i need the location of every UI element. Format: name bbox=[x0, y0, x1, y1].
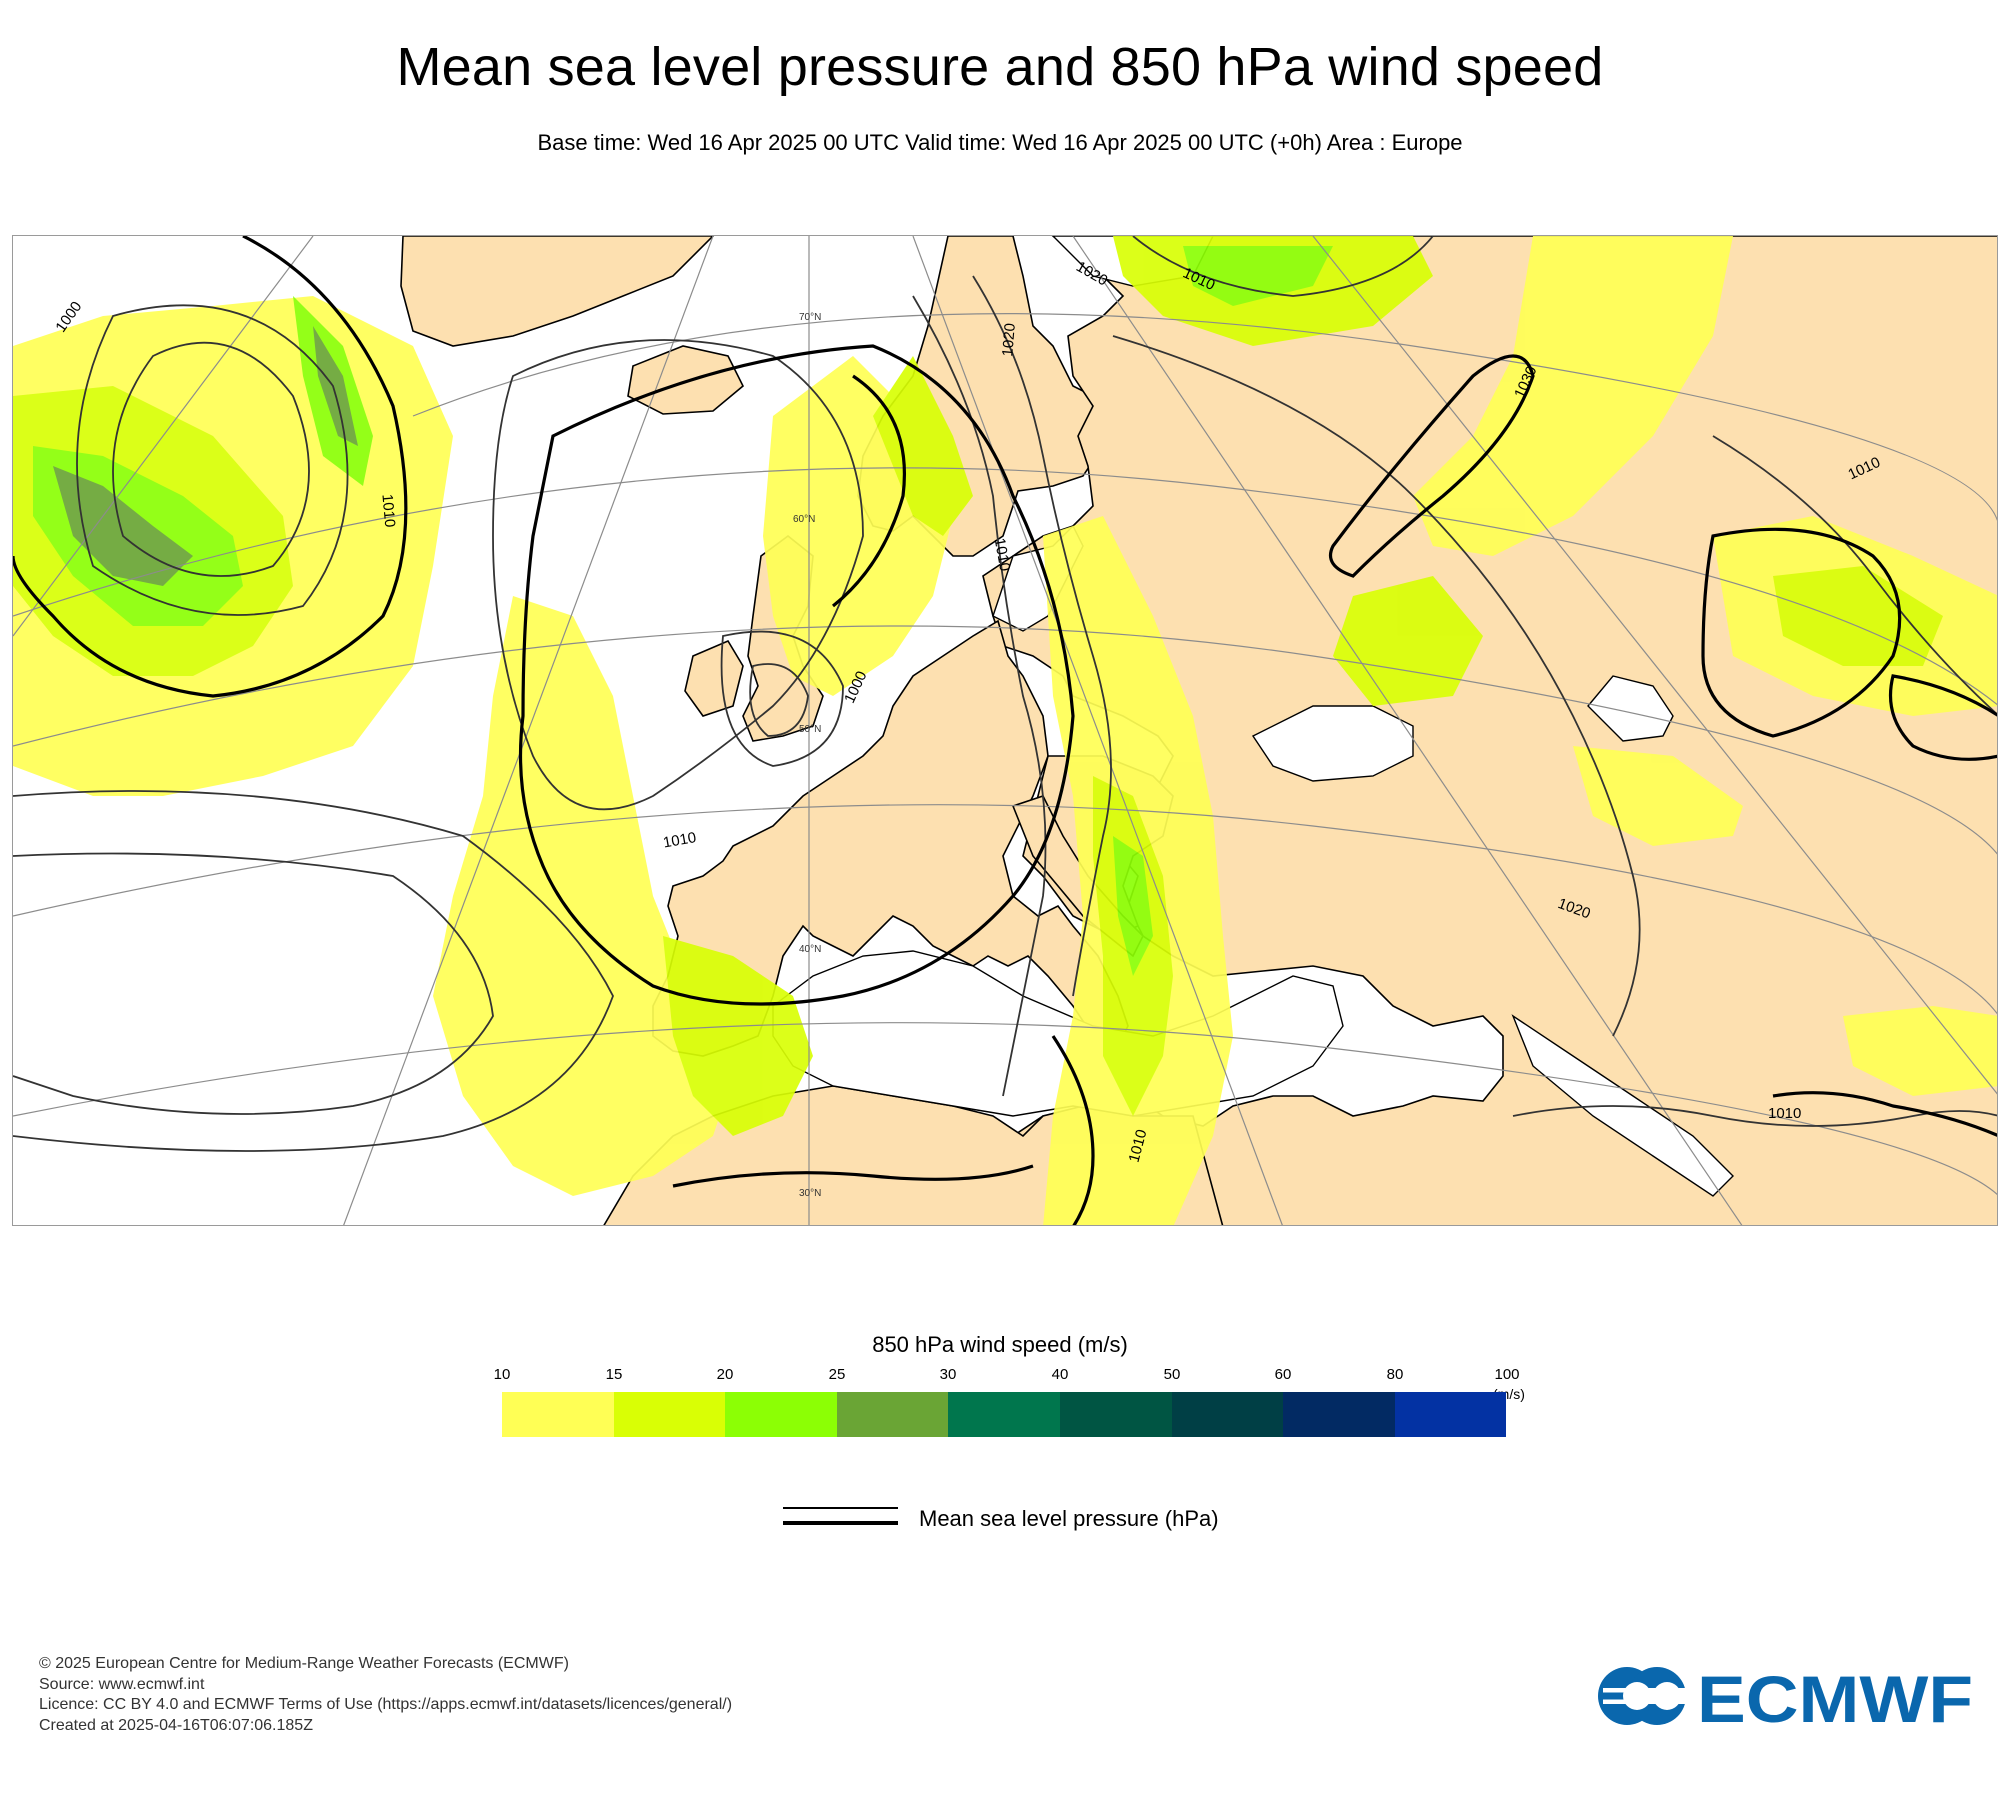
parallel-30n bbox=[13, 1022, 1997, 1196]
isobar-low-inner bbox=[112, 341, 310, 577]
colorbar-swatch bbox=[1283, 1392, 1395, 1437]
wind-band-russia bbox=[1413, 236, 1733, 556]
wind-band-arctic-max bbox=[1183, 246, 1333, 306]
isobar-1020-east bbox=[1701, 527, 1902, 738]
meridian-40w bbox=[13, 236, 314, 637]
wind-colorbar bbox=[502, 1392, 1507, 1437]
meridian-40e bbox=[1072, 236, 1743, 1225]
isobar-1030-russia bbox=[1328, 354, 1535, 578]
parallel-50n bbox=[13, 625, 1997, 855]
legend-tick: 10 bbox=[493, 1366, 511, 1383]
colorbar-swatch bbox=[948, 1392, 1060, 1437]
wind-band-jet-max bbox=[53, 466, 193, 586]
isobar-1010-mideast bbox=[1772, 1091, 1997, 1137]
wind-band-midatlantic bbox=[433, 596, 733, 1196]
footer-created: Created at 2025-04-16T06:07:06.185Z bbox=[39, 1716, 313, 1734]
legend-tick: 50 bbox=[1163, 1366, 1181, 1383]
colorbar-swatch bbox=[836, 1392, 949, 1437]
legend-tick: 100 bbox=[1494, 1366, 1520, 1383]
isobar-uk-outer bbox=[720, 630, 844, 767]
ecmwf-logo-mark bbox=[1598, 1667, 1695, 1725]
colorbar-swatch bbox=[725, 1392, 837, 1437]
wind-band-arabia bbox=[1843, 1006, 1997, 1096]
greenland-land bbox=[400, 236, 715, 347]
colorbar-swatch bbox=[1171, 1392, 1284, 1437]
wind-legend-title: 850 hPa wind speed (m/s) bbox=[872, 1332, 1128, 1357]
legend-tick: 80 bbox=[1386, 1366, 1404, 1383]
legend-tick: 20 bbox=[716, 1366, 734, 1383]
latitude-label: 70°N bbox=[799, 312, 821, 323]
isobar-1010-atlantic bbox=[13, 236, 408, 698]
ireland-land bbox=[684, 639, 744, 717]
weather-map: 1000 1010 1020 1010 1010 1020 1030 1010 … bbox=[13, 236, 1997, 1225]
latitude-label: 60°N bbox=[793, 514, 815, 525]
msl-legend-lines bbox=[783, 1507, 898, 1525]
wind-band-middle-east bbox=[1573, 746, 1743, 846]
isobar-russia-1020 bbox=[1112, 335, 1641, 1037]
latitude-label: 40°N bbox=[799, 944, 821, 955]
isobar-arctic-1010 bbox=[1132, 236, 1434, 297]
wind-band-adriatic-max bbox=[1113, 836, 1153, 976]
legend-tick: 15 bbox=[605, 1366, 623, 1383]
isobar-1010-africa bbox=[1051, 1035, 1095, 1225]
wind-band-east bbox=[1773, 566, 1943, 666]
isobar-1010-central bbox=[518, 344, 1075, 1006]
isobar-azores-outer bbox=[13, 790, 614, 1152]
isobar-east-1010 bbox=[1712, 435, 1997, 716]
meridian-60e bbox=[1312, 236, 1997, 1095]
isobar-europe-1020 bbox=[972, 275, 1112, 997]
meridian-20w bbox=[343, 236, 714, 1225]
black-sea bbox=[1251, 705, 1414, 782]
isobar-bold-layer bbox=[13, 236, 1997, 1225]
isobar-low-mid bbox=[76, 304, 349, 616]
isobar-azores bbox=[13, 852, 494, 1115]
isobar-1020-caspian bbox=[1888, 674, 1997, 761]
legend-tick: 30 bbox=[939, 1366, 957, 1383]
latitude-label-layer: 70°N 60°N 50°N 40°N 30°N bbox=[793, 312, 821, 1199]
parallel-40n bbox=[13, 804, 1997, 1015]
parallel-70n bbox=[412, 313, 1997, 522]
footer-credits: © 2025 European Centre for Medium-Range … bbox=[39, 1654, 732, 1736]
isobar-1010-south bbox=[672, 1164, 1034, 1188]
page-title: Mean sea level pressure and 850 hPa wind… bbox=[396, 37, 1604, 97]
isobar-europe-1010 bbox=[912, 295, 1047, 1097]
colorbar-swatch bbox=[1394, 1392, 1507, 1437]
legend-tick: 25 bbox=[828, 1366, 846, 1383]
colorbar-swatch bbox=[502, 1392, 614, 1437]
parallel-60n bbox=[13, 467, 1997, 706]
isobar-label: 1010 bbox=[662, 829, 698, 852]
footer-copyright: © 2025 European Centre for Medium-Range … bbox=[39, 1655, 569, 1672]
latitude-label: 30°N bbox=[799, 1188, 821, 1199]
isobar-label: 1010 bbox=[378, 493, 398, 528]
wind-band-norway bbox=[873, 356, 973, 536]
wind-band-greenland-max bbox=[313, 326, 358, 446]
isobar-1010-midatlantic bbox=[832, 374, 907, 608]
ecmwf-logo-text: ECMWF bbox=[1697, 1662, 1973, 1732]
caspian-sea bbox=[1587, 675, 1674, 742]
footer-source: Source: www.ecmwf.int bbox=[39, 1675, 205, 1693]
isobar-layer bbox=[13, 236, 1997, 1152]
footer-licence: Licence: CC BY 4.0 and ECMWF Terms of Us… bbox=[39, 1696, 733, 1713]
isobar-label: 1010 bbox=[991, 537, 1014, 573]
meridian-20e bbox=[912, 236, 1283, 1225]
isobar-south-1010 bbox=[1512, 1105, 1997, 1127]
isobar-label: 1010 bbox=[1768, 1105, 1801, 1122]
wind-band-ukraine bbox=[1333, 576, 1483, 706]
ecmwf-logo: ECMWF bbox=[1598, 1662, 1973, 1732]
colorbar-swatch bbox=[613, 1392, 726, 1437]
msl-legend-label: Mean sea level pressure (hPa) bbox=[919, 1506, 1219, 1531]
isobar-label: 1020 bbox=[999, 322, 1019, 357]
page-subtitle: Base time: Wed 16 Apr 2025 00 UTC Valid … bbox=[537, 130, 1463, 155]
latitude-label: 50°N bbox=[799, 724, 821, 735]
map-panel[interactable]: 1000 1010 1020 1010 1010 1020 1030 1010 … bbox=[12, 235, 1998, 1226]
graticule-layer bbox=[13, 236, 1997, 1225]
legend-tick: 40 bbox=[1051, 1366, 1069, 1383]
isobar-uk-low bbox=[749, 663, 809, 737]
colorbar-swatch bbox=[1059, 1392, 1172, 1437]
legend-tick: 60 bbox=[1274, 1366, 1292, 1383]
wind-band-iberia bbox=[663, 936, 813, 1136]
